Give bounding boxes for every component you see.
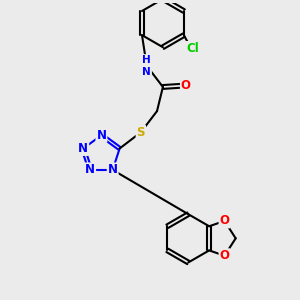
Text: N: N (85, 164, 95, 176)
Text: O: O (220, 214, 230, 227)
Text: N: N (96, 129, 106, 142)
Text: N: N (78, 142, 88, 155)
Text: O: O (181, 79, 191, 92)
Text: Cl: Cl (186, 42, 199, 55)
Text: S: S (136, 126, 145, 139)
Text: N: N (108, 164, 118, 176)
Text: H
N: H N (142, 55, 151, 76)
Text: O: O (220, 249, 230, 262)
